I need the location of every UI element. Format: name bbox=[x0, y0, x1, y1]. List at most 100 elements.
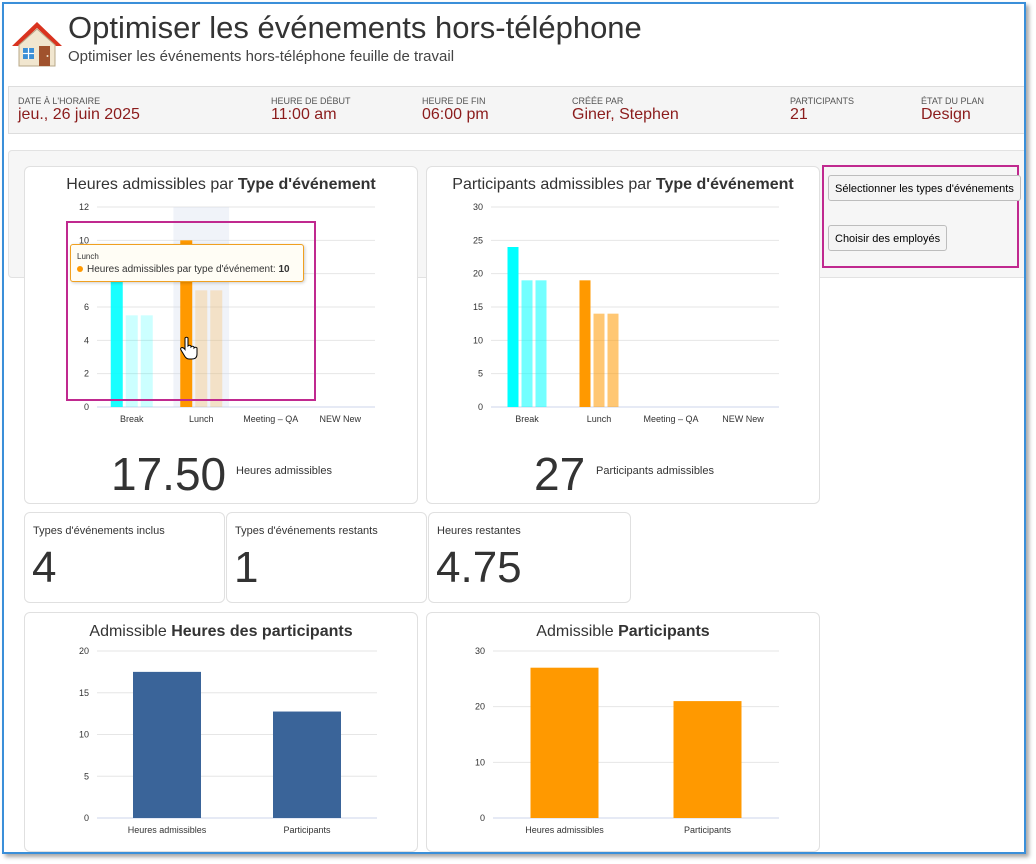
y-tick-label: 30 bbox=[475, 646, 485, 656]
x-tick-label: NEW New bbox=[319, 414, 361, 424]
y-tick-label: 10 bbox=[473, 335, 483, 345]
bar bbox=[125, 315, 138, 407]
bar bbox=[521, 280, 533, 407]
bar bbox=[535, 280, 547, 407]
y-tick-label: 10 bbox=[79, 235, 89, 245]
stat-event-types-remaining: Types d'événements restants 1 bbox=[226, 512, 427, 603]
x-tick-label: Participants bbox=[283, 825, 331, 835]
y-tick-label: 2 bbox=[84, 369, 89, 379]
x-tick-label: Break bbox=[515, 414, 539, 424]
x-tick-label: Meeting – QA bbox=[643, 414, 698, 424]
page-title: Optimiser les événements hors-téléphone bbox=[68, 10, 642, 45]
y-tick-label: 15 bbox=[473, 302, 483, 312]
stat-value: 4 bbox=[32, 543, 57, 592]
participants-by-event-type-card: Participants admissibles par Type d'évén… bbox=[426, 166, 820, 504]
bar bbox=[607, 313, 619, 407]
y-tick-label: 0 bbox=[84, 402, 89, 412]
app-window: Optimiser les événements hors-téléphone … bbox=[2, 2, 1026, 854]
bar bbox=[593, 313, 605, 407]
stat-label: Heures restantes bbox=[437, 525, 521, 537]
participant-hours-card: Admissible Heures des participants 0 5 10 1… bbox=[24, 612, 418, 852]
bar bbox=[133, 671, 201, 818]
bar bbox=[273, 711, 341, 818]
highlight-box bbox=[822, 165, 1019, 268]
y-tick-label: 20 bbox=[79, 646, 89, 656]
chart-title: Heures admissibles par Type d'événement bbox=[66, 176, 376, 193]
y-tick-label: 6 bbox=[84, 302, 89, 312]
stat-label: Types d'événements restants bbox=[235, 525, 378, 537]
y-tick-label: 5 bbox=[84, 771, 89, 781]
info-label: PARTICIPANTS bbox=[790, 96, 855, 106]
y-tick-label: 10 bbox=[475, 757, 485, 767]
stat-hours-remaining: Heures restantes 4.75 bbox=[428, 512, 631, 603]
bar bbox=[195, 290, 208, 407]
highlight-box bbox=[66, 221, 316, 401]
info-label: CRÉÉE PAR bbox=[572, 96, 624, 106]
choose-employees-button[interactable]: Choisir des employés bbox=[828, 225, 948, 251]
hand-cursor-icon bbox=[180, 336, 198, 360]
info-start-time: HEURE DE DÉBUT 11:00 am bbox=[271, 96, 351, 124]
tooltip-line: Heures admissibles par type d'événement:… bbox=[77, 264, 290, 275]
bar bbox=[210, 290, 223, 407]
y-tick-label: 15 bbox=[79, 688, 89, 698]
info-participants: PARTICIPANTS 21 bbox=[790, 96, 854, 124]
stat-label: Types d'événements inclus bbox=[33, 525, 165, 537]
x-tick-label: Meeting – QA bbox=[243, 414, 298, 424]
chart-title: Participants admissibles par Type d'évén… bbox=[452, 176, 794, 193]
participant-hours-chart: 0 5 10 15 20 Heures admissibles Participants bbox=[79, 646, 377, 835]
bar bbox=[140, 315, 153, 407]
x-tick-label: Participants bbox=[684, 825, 732, 835]
stat-event-types-included: Types d'événements inclus 4 bbox=[24, 512, 225, 603]
info-value: 11:00 am bbox=[271, 106, 337, 123]
y-tick-label: 10 bbox=[79, 730, 89, 740]
chart-title: Admissible Heures des participants bbox=[89, 623, 353, 640]
y-tick-label: 25 bbox=[473, 235, 483, 245]
series-dot-icon bbox=[77, 266, 83, 273]
info-value: Giner, Stephen bbox=[572, 106, 679, 123]
chart-tooltip: Lunch Heures admissibles par type d'évén… bbox=[70, 244, 304, 282]
house-icon bbox=[12, 22, 62, 67]
info-label: DATE À L'HORAIRE bbox=[18, 96, 101, 106]
hours-by-event-type-card: Heures admissibles par Type d'événement … bbox=[24, 166, 418, 504]
bar bbox=[530, 667, 599, 818]
y-tick-label: 12 bbox=[79, 202, 89, 212]
chart-title: Admissible Participants bbox=[536, 623, 710, 640]
participants-by-event-type-chart: 0 5 10 15 20 25 30 Break Lunch Meeting – QA NEW Ne… bbox=[473, 202, 779, 424]
tooltip-value: 10 bbox=[278, 264, 290, 275]
info-created-by: CRÉÉE PAR Giner, Stephen bbox=[572, 96, 679, 124]
info-value: 06:00 pm bbox=[422, 106, 489, 123]
bar bbox=[180, 240, 193, 407]
info-plan-state: ÉTAT DU PLAN Design bbox=[921, 96, 984, 124]
info-end-time: HEURE DE FIN 06:00 pm bbox=[422, 96, 489, 124]
info-date: DATE À L'HORAIRE jeu., 26 juin 2025 bbox=[18, 96, 140, 124]
big-number: 17.50 bbox=[111, 448, 227, 500]
bar bbox=[110, 273, 123, 407]
y-tick-label: 20 bbox=[475, 702, 485, 712]
bar bbox=[673, 701, 742, 818]
y-tick-label: 0 bbox=[480, 813, 485, 823]
info-value: 21 bbox=[790, 106, 808, 123]
info-label: HEURE DE FIN bbox=[422, 96, 486, 106]
participants-total-chart: 0 10 20 30 Heures admissibles Participants bbox=[475, 646, 779, 835]
x-tick-label: Break bbox=[120, 414, 144, 424]
select-event-types-button[interactable]: Sélectionner les types d'événements bbox=[828, 175, 1021, 201]
bar bbox=[579, 280, 591, 407]
big-number-caption: Heures admissibles bbox=[236, 465, 332, 477]
tooltip-series-label: Heures admissibles par type d'événement: bbox=[87, 264, 276, 275]
participants-total-card: Admissible Participants 0 10 20 30 Heures ad… bbox=[426, 612, 820, 852]
info-value: Design bbox=[921, 106, 971, 123]
info-label: HEURE DE DÉBUT bbox=[271, 96, 351, 106]
bar bbox=[507, 247, 519, 407]
x-tick-label: Lunch bbox=[189, 414, 214, 424]
big-number: 27 bbox=[534, 448, 586, 500]
y-tick-label: 5 bbox=[478, 369, 483, 379]
x-tick-label: Heures admissibles bbox=[525, 825, 604, 835]
y-tick-label: 4 bbox=[84, 335, 89, 345]
stat-value: 4.75 bbox=[436, 543, 522, 592]
plan-info-bar: DATE À L'HORAIRE jeu., 26 juin 2025 HEUR… bbox=[8, 86, 1024, 134]
y-tick-label: 20 bbox=[473, 269, 483, 279]
x-tick-label: NEW New bbox=[722, 414, 764, 424]
y-tick-label: 30 bbox=[473, 202, 483, 212]
info-value: jeu., 26 juin 2025 bbox=[18, 106, 140, 123]
